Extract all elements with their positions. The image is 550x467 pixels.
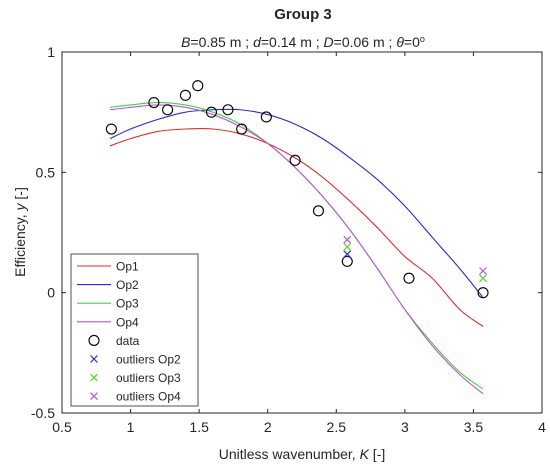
outlier-point <box>479 274 487 283</box>
x-tick-label: 4 <box>538 419 546 435</box>
y-tick-label: 1 <box>47 44 55 60</box>
x-tick-label: 1.5 <box>189 419 209 435</box>
y-tick-label: 0.5 <box>36 164 56 180</box>
series-line-op1 <box>109 128 484 327</box>
outlier-point <box>343 250 352 259</box>
legend-entry: Op2 <box>77 278 139 292</box>
x-tick-label: 3 <box>401 419 409 435</box>
legend-label: Op1 <box>116 260 139 274</box>
legend-entry: outliers Op4 <box>90 390 181 404</box>
x-axis-ticks <box>61 52 543 413</box>
data-point <box>236 123 248 135</box>
legend-label: outliers Op3 <box>116 371 181 385</box>
y-axis-label: Efficiency, y [-] <box>12 187 28 277</box>
legend-swatch <box>88 334 100 346</box>
y-tick-label: -0.5 <box>31 405 55 421</box>
legend-swatch <box>90 392 98 401</box>
legend-swatch <box>90 355 98 363</box>
x-axis-tick-labels: 0.5 1 1.5 2 2.5 3 3.5 4 <box>52 419 546 435</box>
legend-entry: Op3 <box>77 297 139 311</box>
data-point <box>477 287 489 299</box>
outlier-point <box>343 235 352 244</box>
chart-subtitle: B=0.85 m ; d=0.14 m ; D=0.06 m ; θ=0o <box>181 34 425 50</box>
legend-label: outliers Op2 <box>116 353 181 367</box>
data-point <box>105 123 117 135</box>
legend-label: outliers Op4 <box>116 390 181 404</box>
y-axis-tick-labels: -0.5 0 0.5 1 <box>31 44 55 421</box>
x-tick-label: 2.5 <box>327 419 347 435</box>
data-point <box>192 80 204 92</box>
legend-entry: outliers Op3 <box>90 371 181 385</box>
data-point <box>205 106 218 118</box>
outlier-point <box>343 243 352 251</box>
outlier-markers <box>343 235 487 283</box>
legend: Op1 Op2 Op3 Op4 data outliers Op2 outliers Op3… <box>70 253 199 407</box>
y-tick-label: 0 <box>47 285 55 301</box>
legend-label: Op3 <box>116 297 139 311</box>
x-axis-label: Unitless wavenumber, K [-] <box>219 446 386 462</box>
x-tick-label: 1 <box>127 419 135 435</box>
data-point <box>260 111 272 123</box>
x-tick-label: 0.5 <box>52 419 72 435</box>
chart-title: Group 3 <box>274 6 332 23</box>
legend-label: data <box>116 334 140 348</box>
data-point <box>403 272 415 284</box>
legend-entry: Op1 <box>77 260 139 274</box>
data-point <box>312 205 325 217</box>
legend-box <box>70 253 199 407</box>
y-axis-ticks <box>62 51 542 414</box>
x-tick-label: 3.5 <box>464 419 484 435</box>
data-point <box>162 104 174 116</box>
data-point <box>148 96 160 109</box>
outlier-point <box>479 267 487 275</box>
data-point <box>341 255 353 267</box>
x-tick-label: 2 <box>264 419 272 435</box>
series-line-op2 <box>109 108 484 298</box>
legend-swatch <box>90 373 98 382</box>
legend-entry: data <box>88 334 140 348</box>
data-point <box>289 154 301 166</box>
data-markers <box>105 80 489 299</box>
legend-entry: Op4 <box>77 315 139 329</box>
legend-label: Op2 <box>116 278 139 292</box>
legend-entry: outliers Op2 <box>90 353 181 367</box>
data-point <box>222 104 234 116</box>
data-point <box>179 89 191 101</box>
legend-label: Op4 <box>116 315 139 329</box>
